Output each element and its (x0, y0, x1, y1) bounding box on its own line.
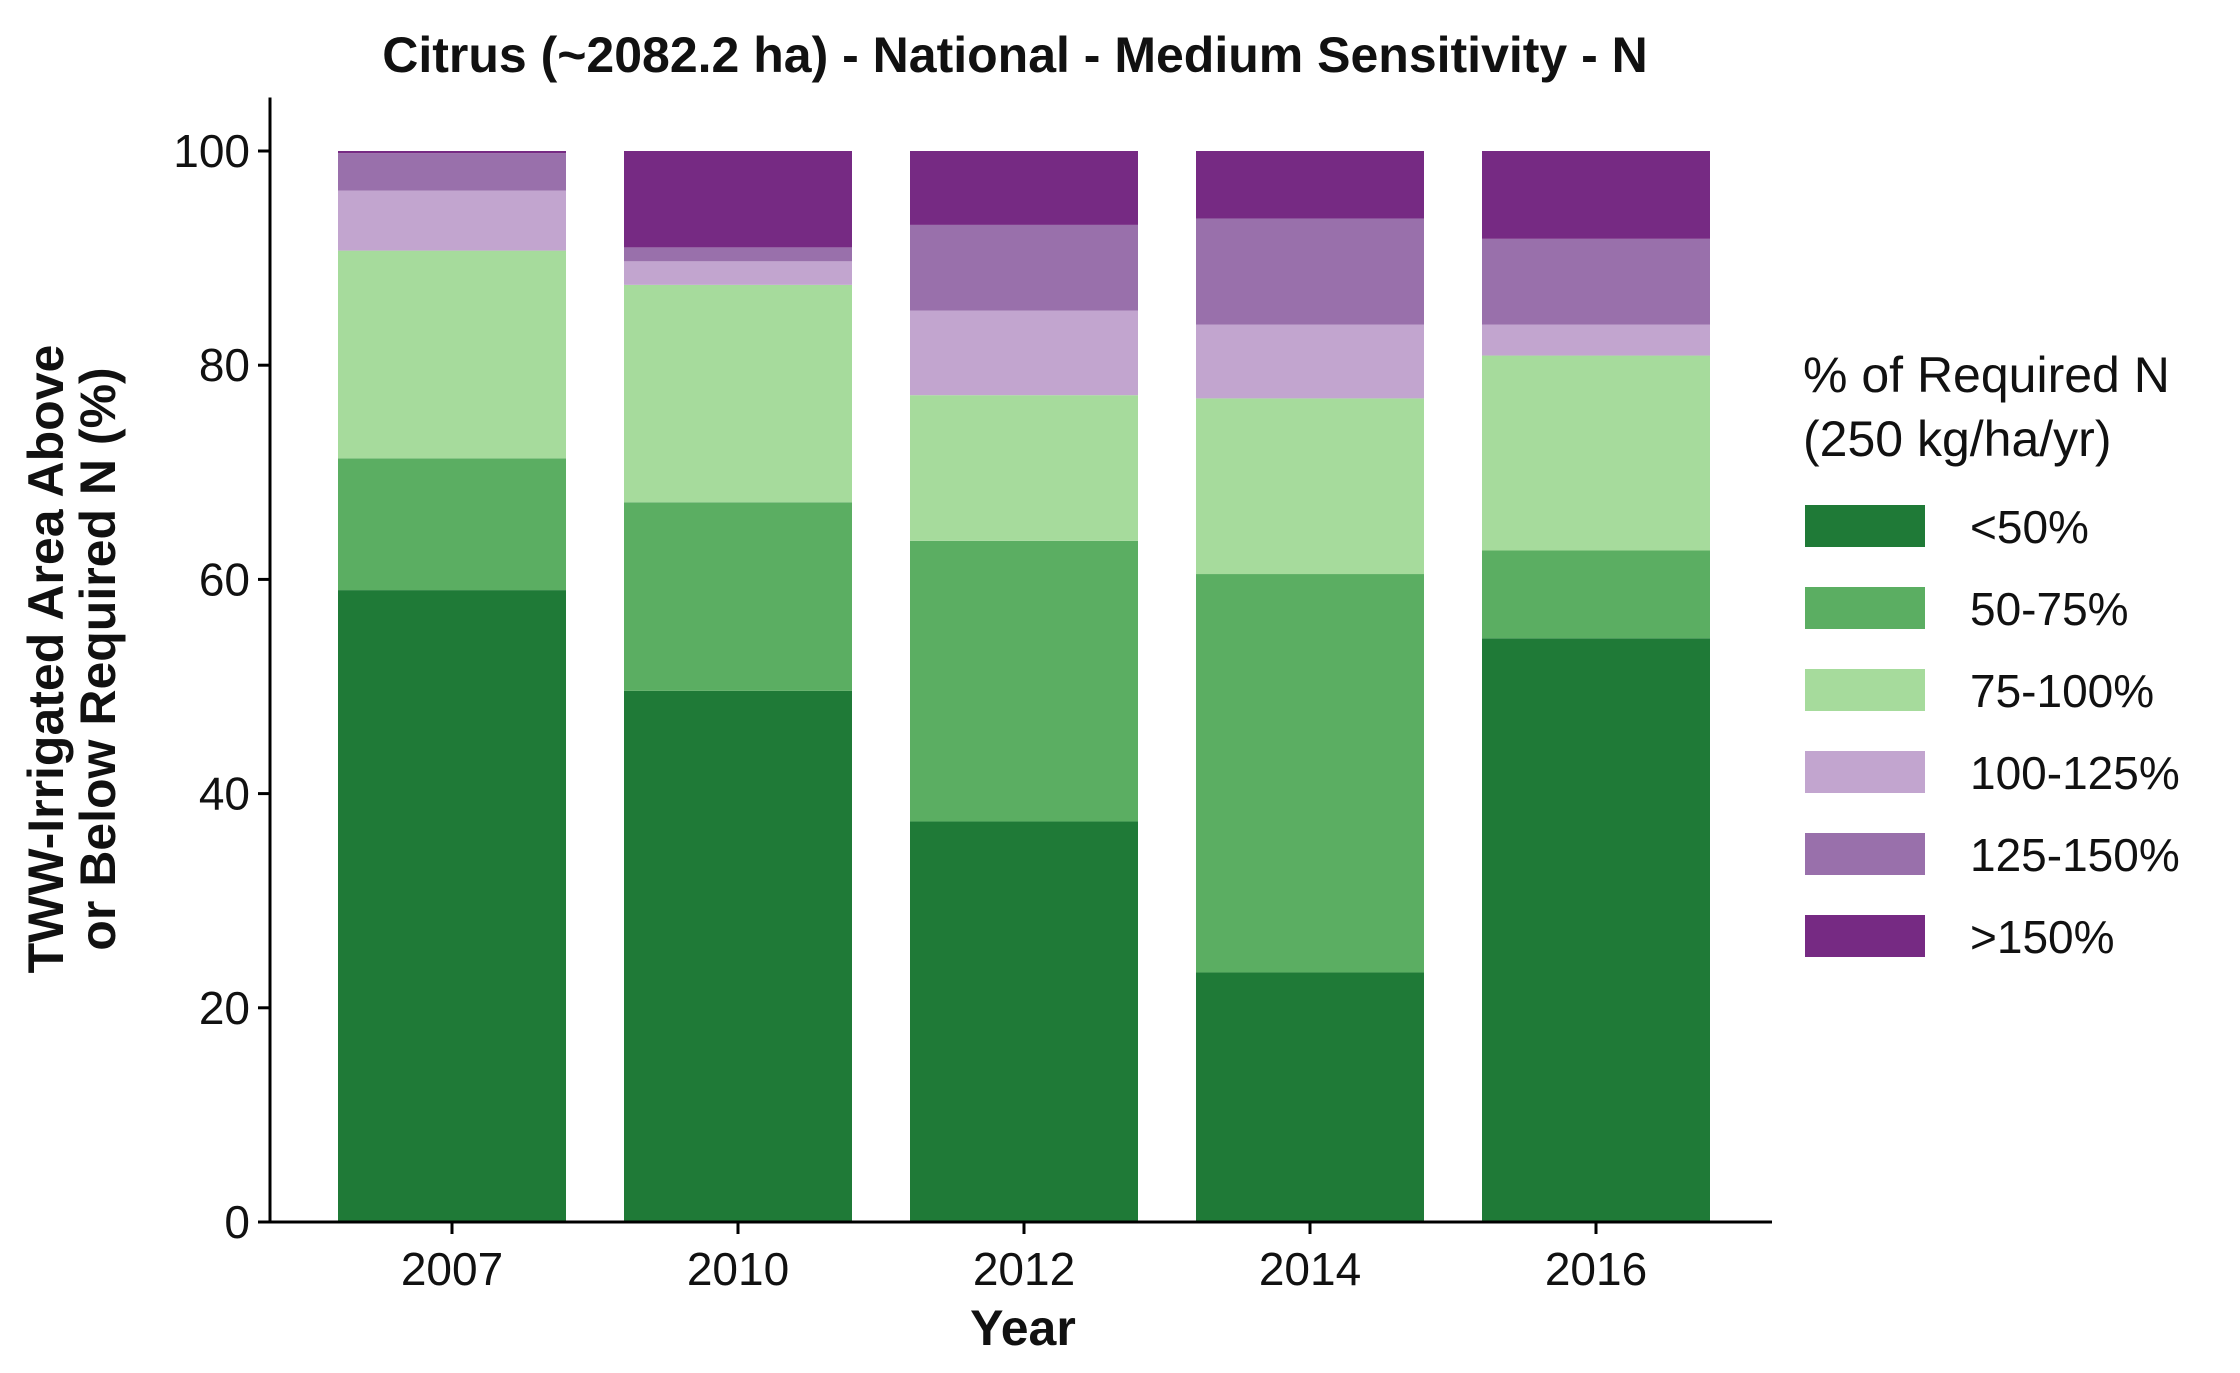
bar-segment-2012-75-100pct (910, 395, 1138, 541)
legend-label-75-100pct: 75-100% (1970, 665, 2154, 717)
bar-segment-2012-50-75pct (910, 540, 1138, 822)
legend-swatch-100-125pct (1805, 751, 1925, 793)
x-tick-label-2012: 2012 (973, 1243, 1075, 1295)
legend-label-gt-150pct: >150% (1970, 911, 2115, 963)
bar-segment-2010-lt-50pct (624, 690, 852, 1222)
y-tick-label-20: 20 (199, 982, 250, 1034)
bar-segment-2014-gt-150pct (1196, 151, 1424, 219)
bar-segment-2016-lt-50pct (1482, 638, 1710, 1222)
bar-segment-2010-125-150pct (624, 247, 852, 262)
x-tick-label-2016: 2016 (1545, 1243, 1647, 1295)
axes-group: 0 20 40 60 80 100 2007 2010 2012 2014 2016 (173, 97, 1772, 1295)
legend-title-line-1: % of Required N (1803, 347, 2170, 403)
bar-segment-2014-75-100pct (1196, 398, 1424, 575)
bar-segment-2016-75-100pct (1482, 355, 1710, 551)
y-tick-label-0: 0 (224, 1196, 250, 1248)
y-tick-label-40: 40 (199, 768, 250, 820)
bar-segment-2014-50-75pct (1196, 574, 1424, 973)
bar-segment-2016-125-150pct (1482, 238, 1710, 325)
bar-segment-2016-gt-150pct (1482, 151, 1710, 239)
x-tick-label-2014: 2014 (1259, 1243, 1361, 1295)
bar-segment-2007-100-125pct (338, 190, 566, 251)
legend-swatch-125-150pct (1805, 833, 1925, 875)
legend-label-50-75pct: 50-75% (1970, 583, 2129, 635)
x-tick-label-2010: 2010 (687, 1243, 789, 1295)
legend-swatch-gt-150pct (1805, 915, 1925, 957)
bar-segment-2012-gt-150pct (910, 151, 1138, 225)
legend-title-line-2: (250 kg/ha/yr) (1803, 411, 2111, 467)
bar-segment-2012-100-125pct (910, 310, 1138, 396)
bar-segment-2007-125-150pct (338, 153, 566, 191)
bars-group (338, 151, 1710, 1222)
bar-segment-2010-50-75pct (624, 502, 852, 691)
x-axis-label: Year (970, 1300, 1076, 1356)
legend-label-125-150pct: 125-150% (1970, 829, 2180, 881)
bar-segment-2007-lt-50pct (338, 590, 566, 1222)
bar-segment-2007-75-100pct (338, 250, 566, 459)
bar-segment-2010-gt-150pct (624, 151, 852, 248)
bar-segment-2012-lt-50pct (910, 821, 1138, 1222)
bar-segment-2016-50-75pct (1482, 550, 1710, 639)
y-tick-label-100: 100 (173, 125, 250, 177)
y-tick-label-80: 80 (199, 339, 250, 391)
legend-swatch-50-75pct (1805, 587, 1925, 629)
bar-segment-2014-100-125pct (1196, 324, 1424, 399)
bar-segment-2007-50-75pct (338, 458, 566, 591)
y-axis-label-line-1: TWW-Irrigated Area Above (18, 345, 74, 974)
legend-swatch-lt-50pct (1805, 505, 1925, 547)
x-tick-label-2007: 2007 (401, 1243, 503, 1295)
bar-segment-2014-lt-50pct (1196, 972, 1424, 1222)
legend: % of Required N (250 kg/ha/yr) <50% 50-75… (1803, 347, 2180, 963)
y-axis-label-line-2: or Below Required N (%) (70, 367, 126, 950)
legend-label-100-125pct: 100-125% (1970, 747, 2180, 799)
legend-label-lt-50pct: <50% (1970, 501, 2089, 553)
y-tick-label-60: 60 (199, 553, 250, 605)
bar-segment-2010-100-125pct (624, 261, 852, 285)
bar-segment-2007-gt-150pct (338, 151, 566, 154)
y-axis-label: TWW-Irrigated Area Above or Below Requir… (18, 345, 126, 974)
chart-title: Citrus (~2082.2 ha) - National - Medium … (382, 27, 1648, 83)
bar-segment-2010-75-100pct (624, 284, 852, 503)
bar-segment-2012-125-150pct (910, 224, 1138, 311)
legend-swatch-75-100pct (1805, 669, 1925, 711)
bar-segment-2014-125-150pct (1196, 218, 1424, 325)
bar-segment-2016-100-125pct (1482, 324, 1710, 356)
